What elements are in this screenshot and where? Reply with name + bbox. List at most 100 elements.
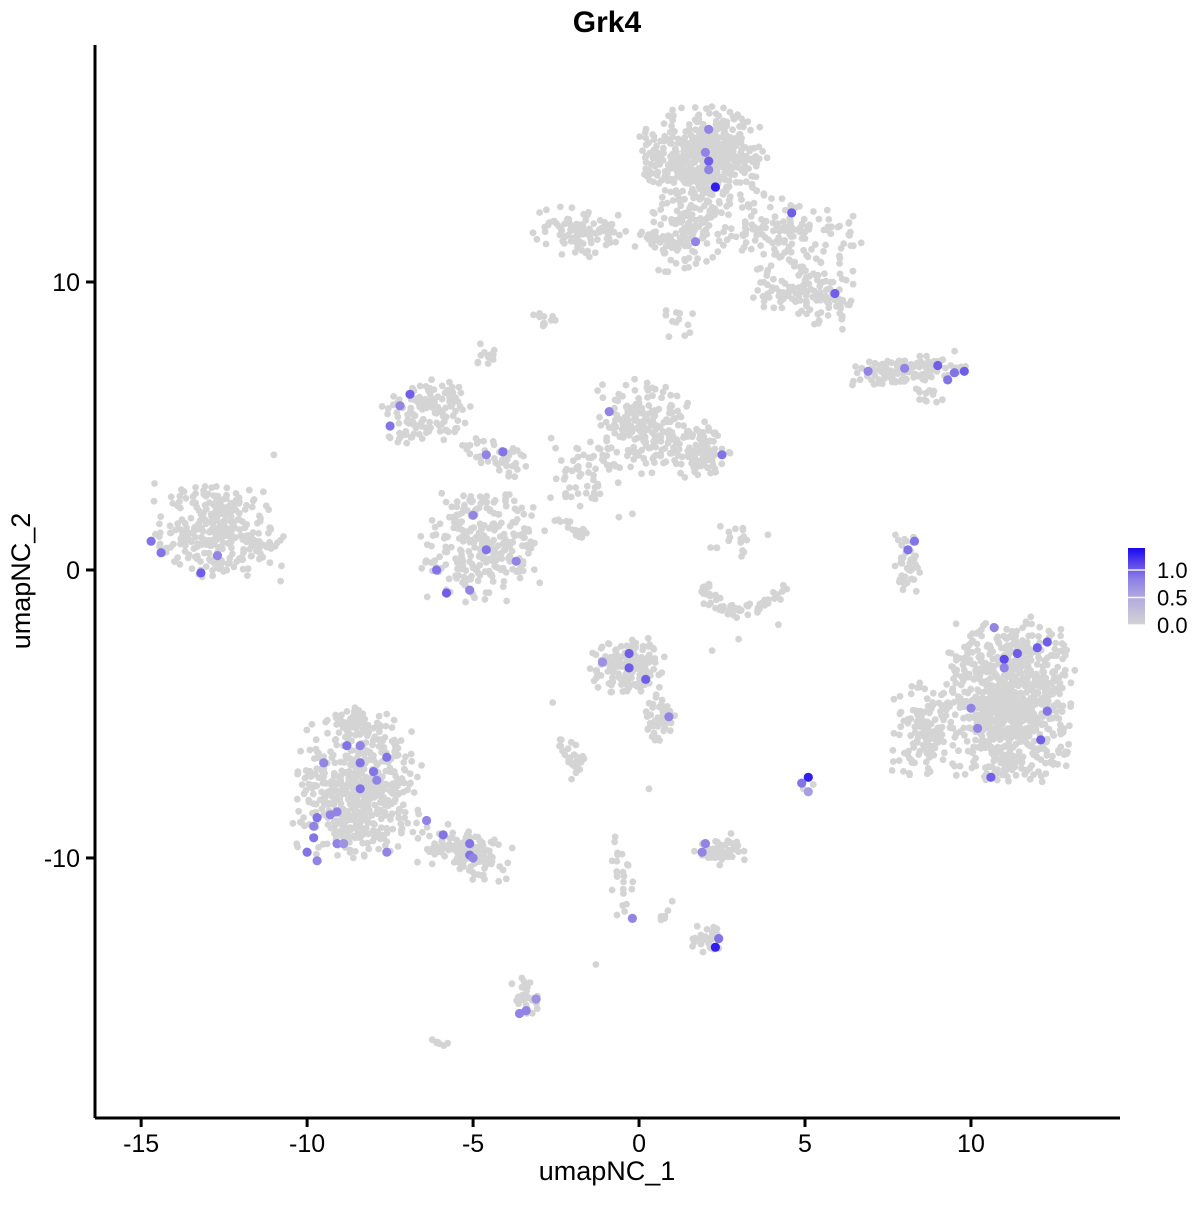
cell-point — [780, 238, 788, 246]
expressing-cell-point — [1012, 648, 1023, 659]
cell-point — [640, 454, 648, 462]
cell-point — [633, 449, 640, 457]
cell-point — [657, 221, 665, 229]
cell-point — [669, 150, 676, 158]
cell-point — [914, 732, 922, 739]
cell-point — [265, 506, 272, 514]
cell-point — [677, 174, 685, 182]
cell-point — [227, 499, 235, 507]
cell-point — [351, 704, 359, 712]
cell-point — [394, 843, 402, 850]
cell-point — [428, 517, 436, 524]
cell-point — [314, 748, 321, 756]
cell-point — [890, 695, 898, 703]
cell-point — [837, 245, 845, 252]
cell-point — [568, 775, 575, 783]
cell-point — [924, 765, 932, 772]
cell-point — [963, 738, 971, 745]
cell-point — [692, 126, 700, 134]
expressing-cell-point — [382, 752, 392, 762]
cell-point — [611, 838, 618, 846]
cell-point — [685, 213, 693, 220]
cell-point — [836, 270, 844, 278]
cell-point — [1026, 764, 1034, 772]
cell-point — [759, 292, 767, 300]
cell-point — [409, 828, 417, 836]
cell-point — [771, 213, 779, 221]
cell-point — [217, 506, 224, 513]
cell-point — [644, 634, 652, 642]
cell-point — [512, 519, 519, 526]
cell-point — [791, 258, 799, 266]
cell-point — [358, 824, 366, 832]
cell-point — [911, 723, 919, 731]
expressing-cell-point — [212, 551, 223, 561]
cell-point — [1032, 726, 1040, 733]
cell-point — [662, 458, 670, 466]
cell-point — [628, 428, 636, 436]
cell-point — [442, 561, 450, 568]
cell-point — [651, 453, 658, 460]
cell-point — [910, 744, 918, 751]
cell-point — [474, 846, 481, 853]
cell-point — [916, 361, 924, 369]
cell-point — [901, 535, 908, 543]
cell-point — [613, 868, 621, 875]
cell-point — [267, 526, 275, 533]
cell-point — [988, 746, 995, 754]
cell-point — [624, 452, 631, 460]
cell-point — [763, 268, 771, 276]
cell-point — [475, 871, 482, 878]
cell-point — [718, 209, 725, 217]
expressing-cell-point — [319, 758, 329, 768]
cell-point — [996, 756, 1004, 764]
cell-point — [330, 780, 338, 788]
cell-point — [166, 522, 174, 530]
cell-point — [624, 416, 632, 424]
cell-point — [541, 527, 548, 535]
cell-point — [1002, 766, 1010, 774]
cell-point — [187, 514, 195, 522]
cell-point — [680, 159, 688, 167]
cell-point — [621, 908, 628, 915]
cell-point — [394, 438, 402, 446]
expressing-cell-point — [900, 363, 910, 373]
cell-point — [1049, 730, 1057, 738]
cell-point — [592, 651, 600, 658]
cell-point — [543, 206, 550, 214]
cell-point — [963, 656, 970, 663]
cell-point — [614, 211, 622, 219]
cell-point — [654, 422, 662, 430]
y-tick-label: -10 — [44, 845, 80, 873]
cell-point — [477, 459, 485, 467]
cell-point — [432, 531, 440, 539]
cell-point — [476, 572, 484, 579]
cell-point — [609, 674, 616, 682]
expressing-cell-point — [511, 556, 521, 566]
cell-point — [769, 219, 777, 227]
cell-point — [823, 226, 830, 234]
cell-point — [639, 642, 647, 650]
cell-point — [609, 668, 617, 676]
cell-point — [1057, 743, 1065, 751]
cell-point — [811, 241, 819, 248]
cell-point — [419, 829, 426, 836]
cell-point — [410, 430, 418, 438]
expressing-cell-point — [309, 833, 319, 843]
cell-point — [651, 244, 659, 251]
cell-point — [922, 758, 930, 766]
cell-point — [566, 754, 574, 762]
cell-point — [320, 753, 327, 760]
cell-point — [764, 531, 772, 539]
cell-point — [720, 241, 727, 249]
cell-point — [622, 381, 630, 389]
x-tick-label: 0 — [632, 1130, 646, 1158]
cell-point — [691, 248, 698, 256]
cell-point — [720, 191, 727, 198]
cell-point — [370, 794, 378, 801]
cell-point — [607, 688, 615, 696]
cell-point — [156, 520, 163, 528]
cell-point — [362, 773, 370, 781]
cell-point — [691, 847, 698, 855]
y-tick-label: 10 — [52, 269, 80, 297]
